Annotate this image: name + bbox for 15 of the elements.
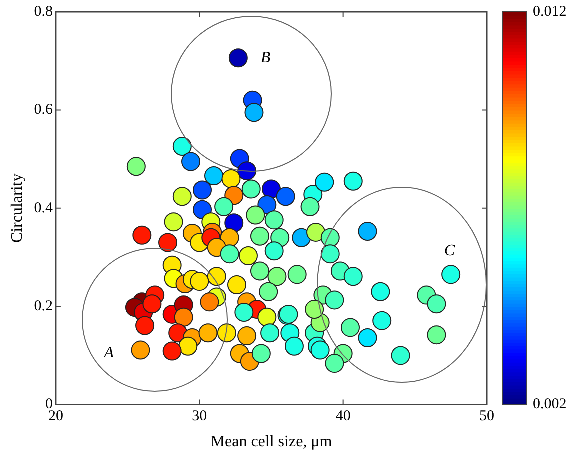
annotation: A — [103, 344, 114, 362]
x-tick-label: 50 — [480, 408, 494, 425]
y-tick-label: 0.6 — [34, 102, 54, 118]
x-tick-label: 40 — [336, 408, 351, 425]
y-tick-label: 0.4 — [34, 200, 54, 216]
y-tick-label: 0.2 — [34, 298, 53, 315]
y-tick-label: 0.8 — [34, 4, 53, 20]
x-axis-title: Mean cell size, μm — [210, 434, 333, 451]
annotation: B — [260, 49, 271, 66]
color-bar-label: 0.002 — [533, 396, 567, 413]
x-tick-label: 20 — [48, 408, 64, 425]
annotation: C — [444, 242, 456, 260]
y-axis-title: Circularity — [8, 174, 26, 244]
x-tick-label: 30 — [192, 408, 208, 425]
color-bar-label: 0.012 — [533, 4, 567, 20]
